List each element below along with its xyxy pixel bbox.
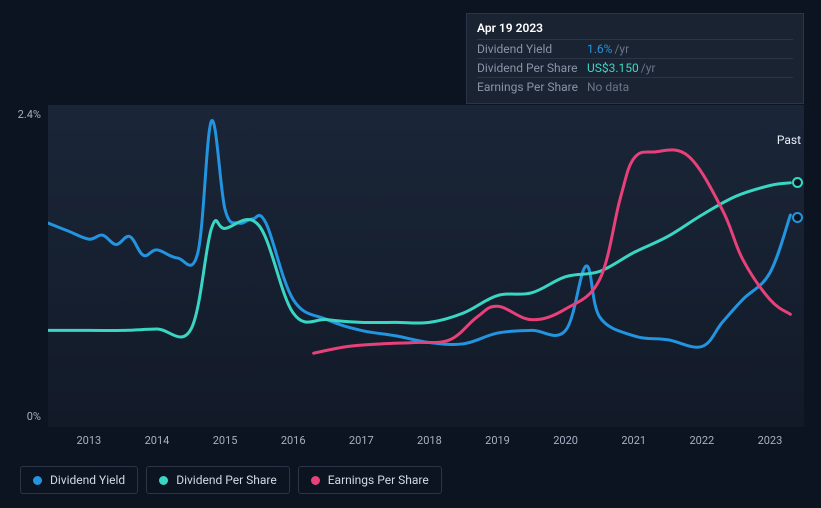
x-axis-label: 2016 <box>281 434 306 447</box>
tooltip-rows: Dividend Yield1.6% /yrDividend Per Share… <box>477 39 793 96</box>
tooltip-row: Earnings Per ShareNo data <box>477 77 793 96</box>
past-label: Past <box>777 133 801 147</box>
legend-label: Dividend Yield <box>50 473 125 487</box>
legend-dividend-per-share[interactable]: Dividend Per Share <box>146 466 290 494</box>
x-axis-label: 2019 <box>485 434 510 447</box>
x-axis-label: 2022 <box>689 434 714 447</box>
x-axis-label: 2014 <box>145 434 170 447</box>
x-axis-label: 2017 <box>349 434 374 447</box>
x-axis-label: 2023 <box>758 434 783 447</box>
x-axis-label: 2015 <box>213 434 238 447</box>
tooltip-row: Dividend Yield1.6% /yr <box>477 39 793 58</box>
tooltip-row-value: No data <box>587 80 629 94</box>
x-axis-label: 2021 <box>621 434 646 447</box>
tooltip-row-value: US$3.150 <box>587 61 639 75</box>
legend-dot-icon <box>159 476 168 485</box>
y-axis-min: 0% <box>1 410 41 423</box>
chart-plot-area[interactable] <box>48 105 804 427</box>
legend-earnings-per-share[interactable]: Earnings Per Share <box>298 466 442 494</box>
tooltip-row-value: 1.6% <box>587 42 612 56</box>
current-dot-dividend_per_share <box>792 177 803 188</box>
series-dividend_yield <box>48 121 790 348</box>
x-axis-label: 2020 <box>553 434 578 447</box>
tooltip-date: Apr 19 2023 <box>477 21 793 35</box>
tooltip-row-label: Earnings Per Share <box>477 80 587 94</box>
y-axis-max: 2.4% <box>1 108 41 121</box>
x-axis-label: 2018 <box>417 434 442 447</box>
legend-label: Dividend Per Share <box>176 473 277 487</box>
tooltip-row: Dividend Per ShareUS$3.150 /yr <box>477 58 793 77</box>
tooltip-row-label: Dividend Yield <box>477 42 587 56</box>
legend-dot-icon <box>33 476 42 485</box>
tooltip-row-label: Dividend Per Share <box>477 61 587 75</box>
current-dot-dividend_yield <box>792 212 803 223</box>
chart-svg <box>48 105 804 427</box>
x-axis-label: 2013 <box>76 434 101 447</box>
legend-dividend-yield[interactable]: Dividend Yield <box>20 466 138 494</box>
tooltip-row-unit: /yr <box>614 42 629 56</box>
legend-dot-icon <box>311 476 320 485</box>
legend-label: Earnings Per Share <box>328 473 429 487</box>
series-dividend_per_share <box>48 183 790 337</box>
tooltip-row-unit: /yr <box>641 61 656 75</box>
chart-tooltip: Apr 19 2023 Dividend Yield1.6% /yrDivide… <box>466 13 804 104</box>
legend-container: Dividend Yield Dividend Per Share Earnings… <box>20 466 442 494</box>
